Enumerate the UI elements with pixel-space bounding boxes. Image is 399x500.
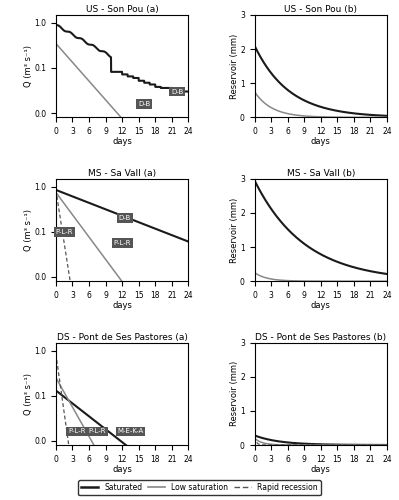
- Text: D-B: D-B: [138, 101, 150, 107]
- X-axis label: days: days: [311, 302, 331, 310]
- Text: P-L-R: P-L-R: [55, 229, 73, 235]
- Title: MS - Sa Vall (a): MS - Sa Vall (a): [88, 169, 156, 178]
- Y-axis label: Q (m³ s⁻¹): Q (m³ s⁻¹): [24, 209, 33, 251]
- Title: MS - Sa Vall (b): MS - Sa Vall (b): [286, 169, 355, 178]
- Title: DS - Pont de Ses Pastores (a): DS - Pont de Ses Pastores (a): [57, 333, 188, 342]
- Text: M-E-K-A: M-E-K-A: [117, 428, 144, 434]
- Text: D-B: D-B: [171, 88, 184, 94]
- Title: DS - Pont de Ses Pastores (b): DS - Pont de Ses Pastores (b): [255, 333, 386, 342]
- Y-axis label: Reservoir (mm): Reservoir (mm): [229, 361, 239, 426]
- Text: P-L-R: P-L-R: [89, 428, 106, 434]
- Y-axis label: Reservoir (mm): Reservoir (mm): [229, 34, 239, 99]
- Y-axis label: Q (m³ s⁻¹): Q (m³ s⁻¹): [24, 373, 33, 415]
- Title: US - Son Pou (a): US - Son Pou (a): [86, 5, 158, 14]
- Text: D-B: D-B: [119, 215, 131, 221]
- X-axis label: days: days: [112, 138, 132, 146]
- X-axis label: days: days: [311, 138, 331, 146]
- X-axis label: days: days: [112, 302, 132, 310]
- X-axis label: days: days: [311, 465, 331, 474]
- Text: P-L-R: P-L-R: [68, 428, 85, 434]
- Text: P-L-R: P-L-R: [113, 240, 131, 246]
- Legend: Saturated, Low saturation, Rapid recession: Saturated, Low saturation, Rapid recessi…: [78, 480, 321, 495]
- Y-axis label: Q (m³ s⁻¹): Q (m³ s⁻¹): [24, 45, 33, 87]
- X-axis label: days: days: [112, 465, 132, 474]
- Y-axis label: Reservoir (mm): Reservoir (mm): [229, 198, 239, 262]
- Title: US - Son Pou (b): US - Son Pou (b): [284, 5, 357, 14]
